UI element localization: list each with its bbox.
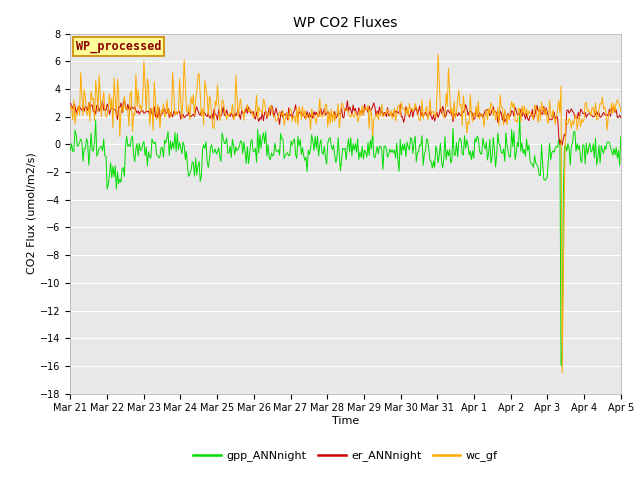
Text: WP_processed: WP_processed [76, 40, 161, 53]
Legend: gpp_ANNnight, er_ANNnight, wc_gf: gpp_ANNnight, er_ANNnight, wc_gf [189, 446, 502, 466]
X-axis label: Time: Time [332, 416, 359, 426]
Title: WP CO2 Fluxes: WP CO2 Fluxes [293, 16, 398, 30]
Y-axis label: CO2 Flux (umol/m2/s): CO2 Flux (umol/m2/s) [26, 153, 36, 275]
